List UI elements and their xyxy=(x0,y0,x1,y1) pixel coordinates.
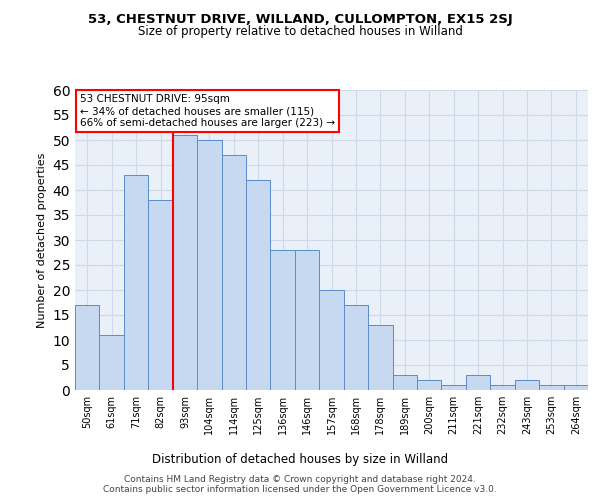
Bar xyxy=(392,375,417,390)
Bar xyxy=(271,250,295,390)
Bar xyxy=(466,375,490,390)
Text: 53 CHESTNUT DRIVE: 95sqm
← 34% of detached houses are smaller (115)
66% of semi-: 53 CHESTNUT DRIVE: 95sqm ← 34% of detach… xyxy=(80,94,335,128)
Text: Size of property relative to detached houses in Willand: Size of property relative to detached ho… xyxy=(137,25,463,38)
Bar xyxy=(221,155,246,390)
Bar xyxy=(490,385,515,390)
Bar xyxy=(148,200,173,390)
Bar xyxy=(417,380,442,390)
Bar xyxy=(246,180,271,390)
Bar xyxy=(100,335,124,390)
Text: Distribution of detached houses by size in Willand: Distribution of detached houses by size … xyxy=(152,452,448,466)
Bar xyxy=(197,140,221,390)
Bar xyxy=(173,135,197,390)
Bar xyxy=(75,305,100,390)
Bar xyxy=(515,380,539,390)
Bar xyxy=(563,385,588,390)
Bar xyxy=(124,175,148,390)
Bar xyxy=(539,385,563,390)
Bar xyxy=(442,385,466,390)
Bar xyxy=(344,305,368,390)
Text: Contains HM Land Registry data © Crown copyright and database right 2024.
Contai: Contains HM Land Registry data © Crown c… xyxy=(103,474,497,494)
Y-axis label: Number of detached properties: Number of detached properties xyxy=(37,152,47,328)
Bar xyxy=(368,325,392,390)
Text: 53, CHESTNUT DRIVE, WILLAND, CULLOMPTON, EX15 2SJ: 53, CHESTNUT DRIVE, WILLAND, CULLOMPTON,… xyxy=(88,12,512,26)
Bar xyxy=(295,250,319,390)
Bar xyxy=(319,290,344,390)
